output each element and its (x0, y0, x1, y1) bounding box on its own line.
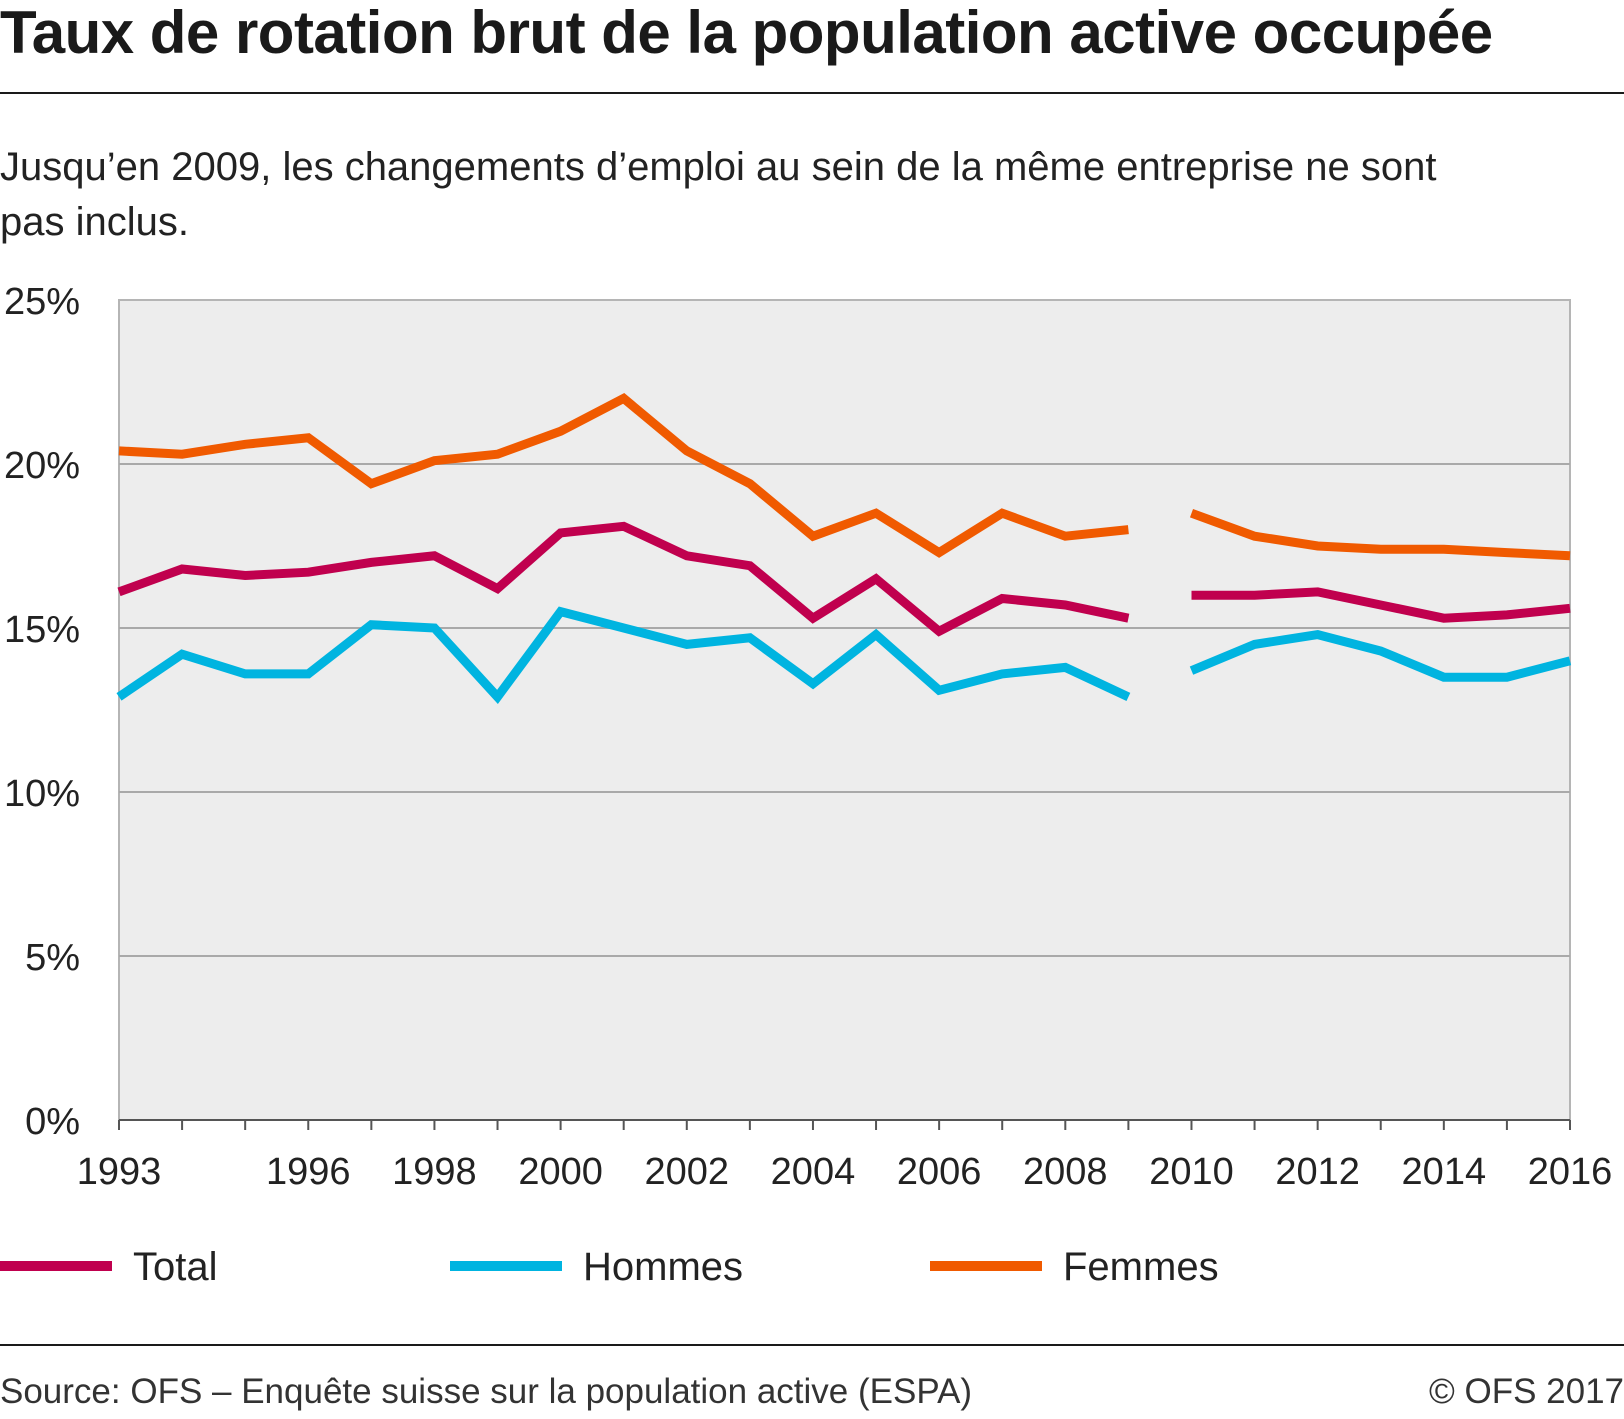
series-line-femmes (1189, 508, 1571, 561)
legend-label: Femmes (1063, 1245, 1219, 1289)
y-tick-label: 15% (4, 609, 80, 651)
x-tick-label: 2008 (1023, 1151, 1108, 1193)
y-tick-label: 5% (25, 937, 80, 979)
legend-label: Total (133, 1245, 218, 1289)
y-tick-label: 20% (4, 445, 80, 487)
x-tick-label: 2002 (645, 1151, 730, 1193)
x-tick-label: 2010 (1149, 1151, 1234, 1193)
copyright-note: © OFS 2017 (1428, 1372, 1624, 1411)
y-tick-label: 10% (4, 773, 80, 815)
x-tick-label: 2016 (1528, 1151, 1613, 1193)
x-tick-label: 2000 (518, 1151, 603, 1193)
legend-label: Hommes (583, 1245, 743, 1289)
x-tick-label: 1996 (266, 1151, 351, 1193)
source-note: Source: OFS – Enquête suisse sur la popu… (0, 1372, 973, 1411)
footer-divider (0, 1344, 1624, 1346)
y-tick-label: 25% (4, 281, 80, 323)
x-tick-label: 2014 (1402, 1151, 1487, 1193)
x-tick-label: 2004 (771, 1151, 856, 1193)
x-tick-label: 2012 (1275, 1151, 1360, 1193)
chart-title: Taux de rotation brut de la population a… (0, 0, 1493, 66)
series-line-femmes (118, 393, 1129, 558)
x-tick-label: 1993 (77, 1151, 162, 1193)
series-line-total (117, 521, 1130, 637)
plot-area (118, 299, 1571, 1121)
y-tick-label: 0% (25, 1101, 80, 1143)
x-tick-label: 1998 (392, 1151, 477, 1193)
chart-subtitle: Jusqu’en 2009, les changements d’emploi … (0, 145, 1437, 244)
x-tick-label: 2006 (897, 1151, 982, 1193)
series-line-hommes (1189, 630, 1572, 682)
series-line-total (1191, 587, 1571, 623)
title-divider (0, 92, 1624, 94)
series-line-hommes (116, 606, 1131, 704)
line-chart: 0% 5% 10% 15% 20% 25% 1993 1996 1998 2000 2002 2004… (0, 281, 1613, 1289)
